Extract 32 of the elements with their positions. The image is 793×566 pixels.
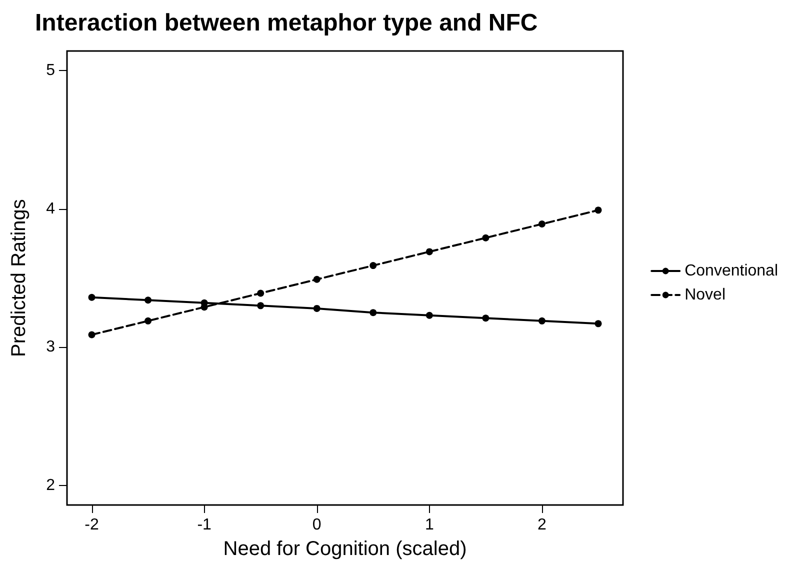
y-tick-label: 3 xyxy=(46,338,56,356)
point xyxy=(88,294,96,301)
point xyxy=(313,276,320,283)
point xyxy=(594,320,602,328)
x-tick-label: 1 xyxy=(424,516,434,534)
point xyxy=(144,317,152,324)
point xyxy=(370,309,377,316)
x-tick-label: 0 xyxy=(312,516,322,534)
x-tick-label: -1 xyxy=(197,516,212,534)
y-tick-label: 2 xyxy=(46,477,56,494)
y-tick-label: 4 xyxy=(46,200,56,218)
point xyxy=(257,302,264,310)
point xyxy=(426,312,433,319)
x-tick-label: 2 xyxy=(538,516,547,534)
x-axis-title: Need for Cognition (scaled) xyxy=(223,538,467,560)
point xyxy=(88,331,96,338)
legend-label: Novel xyxy=(684,286,726,304)
chart-title: Interaction between metaphor type and NFC xyxy=(35,10,538,36)
point xyxy=(594,206,602,214)
point xyxy=(482,234,490,242)
point xyxy=(257,290,264,297)
point xyxy=(313,304,320,312)
point xyxy=(538,317,546,324)
point xyxy=(144,296,152,304)
y-axis-title: Predicted Ratings xyxy=(8,199,30,357)
x-tick-label: -2 xyxy=(84,516,99,534)
point xyxy=(370,262,377,270)
legend-label: Conventional xyxy=(684,262,778,280)
point xyxy=(426,248,433,256)
point xyxy=(538,220,546,228)
y-tick-label: 5 xyxy=(46,62,56,79)
point xyxy=(482,314,490,322)
